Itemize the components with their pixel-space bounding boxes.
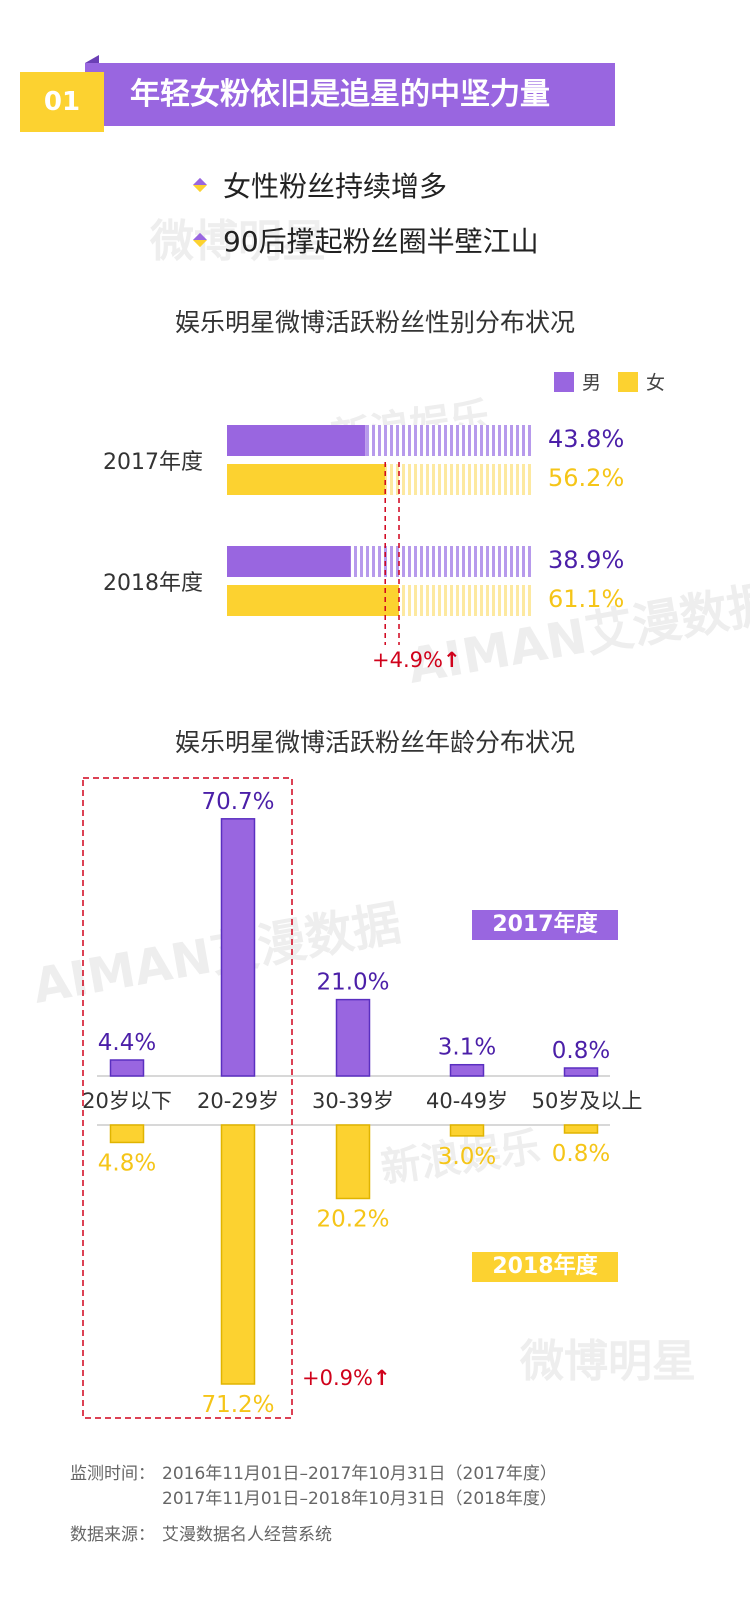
gender-bar-male [227,546,351,577]
legend-female-label: 女 [646,372,666,394]
gender-growth-value: +4.9% [372,648,443,672]
legend-female-swatch [618,371,638,392]
gender-label-2018-female: 61.1% [548,585,625,613]
age-bar-2017 [449,1063,485,1077]
age-value-label-2018: 0.8% [552,1141,610,1167]
legend-female: 女 [618,371,665,395]
age-category-label: 20岁以下 [82,1089,172,1113]
age-bar-2018 [449,1124,485,1137]
up-arrow-icon: ↑ [372,1366,391,1390]
header-title: 年轻女粉依旧是追星的中坚力量 [130,77,550,112]
age-bar-2018 [220,1124,256,1385]
data-source-value: 艾漫数据名人经营系统 [162,1525,332,1545]
watermark-weibo-top: 微博明星 [150,216,326,267]
watermark-weibo-bottom: 微博明星 [520,1336,696,1387]
series-tag-2017: 2017年度 [472,910,618,940]
legend-male-label: 男 [582,372,602,394]
age-bar-2018 [335,1124,371,1200]
age-value-label-2018: 3.0% [438,1144,496,1170]
series-tag-2018: 2018年度 [472,1252,618,1282]
gender-bar-female [227,464,386,495]
bullet-text: 女性粉丝持续增多 [223,170,448,203]
gender-label-2017-male: 43.8% [548,425,625,453]
header-fold [85,55,99,63]
age-value-label-2018: 71.2% [201,1392,274,1418]
gender-label-2018-male: 38.9% [548,546,625,574]
header-banner [85,63,615,126]
age-chart-title: 娱乐明星微博活跃粉丝年龄分布状况 [174,728,575,757]
bullet-text: 90后撑起粉丝圈半壁江山 [223,225,539,258]
age-category-label: 30-39岁 [312,1089,394,1113]
gender-bar-male [227,425,366,456]
age-growth-annotation: +0.9%↑ [302,1366,391,1390]
monitor-time-line-2: 2017年11月01日–2018年10月31日（2018年度） [162,1489,557,1509]
age-bar-2017 [335,998,371,1077]
age-chart: 4.4% 4.8% 20岁以下 70.7% 71.2% 20-29岁 21.0% 20.2% 3… [82,777,643,1419]
age-category-label: 20-29岁 [197,1089,279,1113]
age-bar-2018 [109,1124,145,1144]
up-arrow-icon: ↑ [442,648,461,672]
age-value-label-2018: 4.8% [98,1150,156,1176]
gender-growth-annotation: +4.9%↑ [372,648,461,672]
gender-chart-title: 娱乐明星微博活跃粉丝性别分布状况 [174,308,575,337]
age-highlight-box [82,777,293,1419]
bullet-item: 90后撑起粉丝圈半壁江山 [192,222,539,262]
age-category-label: 50岁及以上 [532,1089,643,1113]
age-bar-2017 [109,1059,145,1077]
legend-male: 男 [554,371,601,395]
monitor-time-line-1: 2016年11月01日–2017年10月31日（2017年度） [162,1464,557,1484]
gender-year-label-2018: 2018年度 [103,571,203,596]
age-bar-2017 [220,818,256,1077]
monitor-time-label: 监测时间： [70,1464,155,1484]
age-value-label-2017: 4.4% [98,1030,156,1056]
header-number-badge: 01 [20,72,104,132]
age-category-label: 40-49岁 [426,1089,508,1113]
data-source-label: 数据来源： [70,1525,155,1545]
age-value-label-2017: 70.7% [201,789,274,815]
age-value-label-2017: 21.0% [316,970,389,996]
age-value-label-2017: 3.1% [438,1035,496,1061]
bullet-item: 女性粉丝持续增多 [192,167,448,207]
gender-year-label-2017: 2017年度 [103,450,203,475]
age-bar-2017 [563,1067,599,1077]
age-value-label-2018: 20.2% [316,1206,389,1232]
age-bar-2018 [563,1124,599,1134]
legend-male-swatch [554,371,574,392]
age-value-label-2017: 0.8% [552,1038,610,1064]
gender-chart [227,425,533,645]
gender-label-2017-female: 56.2% [548,464,625,492]
age-growth-value: +0.9% [302,1366,373,1390]
gender-bar-female [227,585,400,616]
